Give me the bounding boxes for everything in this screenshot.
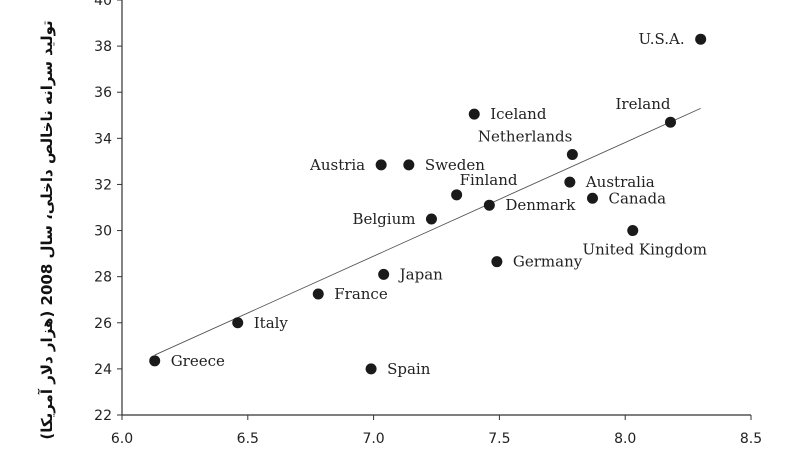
data-point xyxy=(483,199,495,211)
point-label: Italy xyxy=(254,314,289,332)
data-point xyxy=(491,256,503,268)
data-point xyxy=(627,225,639,237)
y-tick-label: 22 xyxy=(94,408,112,424)
data-point xyxy=(564,176,576,188)
data-point xyxy=(664,116,676,128)
data-point xyxy=(312,288,324,300)
y-tick-label: 34 xyxy=(94,131,112,147)
point-label: France xyxy=(334,285,388,303)
data-points xyxy=(149,33,707,375)
point-label: Iceland xyxy=(490,105,547,123)
y-tick-label: 32 xyxy=(94,177,112,193)
y-tick-label: 26 xyxy=(94,316,112,332)
data-point xyxy=(232,317,244,329)
y-tick-label: 38 xyxy=(94,39,112,55)
point-label: Australia xyxy=(585,173,655,191)
axes: 22 24 26 28 30 32 34 36 38 40 6.0 6.5 7.0 7.5 8.0 8.5 xyxy=(94,0,762,447)
data-point xyxy=(365,363,377,375)
trendline-group xyxy=(154,107,701,356)
point-label: Finland xyxy=(460,171,518,189)
trendline xyxy=(154,107,701,356)
x-tick-label: 7.5 xyxy=(488,431,510,447)
data-point xyxy=(566,148,578,160)
y-tick-label: 30 xyxy=(94,224,112,240)
point-label: Denmark xyxy=(505,196,576,214)
y-tick-label: 28 xyxy=(94,270,112,286)
x-tick-label: 6.0 xyxy=(111,431,133,447)
point-label: Austria xyxy=(309,156,365,174)
data-point xyxy=(378,268,390,280)
data-point xyxy=(451,189,463,201)
point-label: Germany xyxy=(513,253,583,271)
point-label: Japan xyxy=(398,265,444,283)
data-point xyxy=(375,159,387,171)
point-label: United Kingdom xyxy=(582,241,707,259)
point-label: Sweden xyxy=(425,156,485,174)
point-label: Canada xyxy=(608,189,666,207)
data-point xyxy=(586,192,598,204)
point-label: Ireland xyxy=(616,95,671,113)
point-label: U.S.A. xyxy=(639,30,685,48)
point-label: Greece xyxy=(171,352,225,370)
y-tick-label: 36 xyxy=(94,85,112,101)
data-point xyxy=(149,355,161,367)
point-label: Netherlands xyxy=(478,127,572,145)
data-point xyxy=(403,159,415,171)
x-tick-label: 8.0 xyxy=(614,431,636,447)
point-label: Spain xyxy=(387,360,431,378)
point-label: Belgium xyxy=(352,210,415,228)
x-tick-label: 7.0 xyxy=(362,431,384,447)
y-tick-label: 40 xyxy=(94,0,112,9)
x-tick-label: 8.5 xyxy=(740,431,762,447)
x-tick-label: 6.5 xyxy=(237,431,259,447)
data-point xyxy=(468,108,480,120)
point-labels: U.S.A. Iceland Ireland Netherlands Austria Sw… xyxy=(171,30,707,378)
data-point xyxy=(695,33,707,45)
y-axis-label: تولید سرانه ناخالص داخلی، سال 2008 (هزار… xyxy=(38,20,56,439)
data-point xyxy=(425,213,437,225)
y-tick-label: 24 xyxy=(94,362,112,378)
